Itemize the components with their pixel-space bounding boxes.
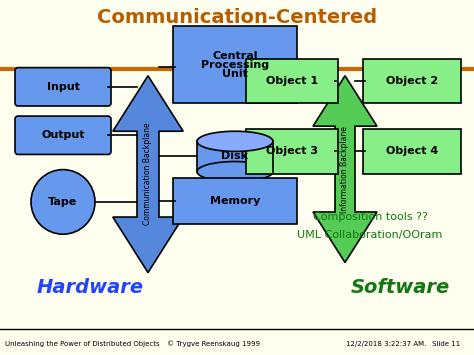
- Text: Composition tools ??: Composition tools ??: [312, 212, 428, 222]
- Text: Slide 11: Slide 11: [431, 341, 460, 347]
- Text: paradigm: paradigm: [185, 32, 289, 51]
- Text: Information Backplane: Information Backplane: [340, 126, 349, 213]
- Text: Central: Central: [212, 50, 258, 60]
- FancyBboxPatch shape: [363, 129, 461, 174]
- Text: Output: Output: [41, 130, 85, 140]
- FancyBboxPatch shape: [15, 68, 111, 106]
- FancyBboxPatch shape: [363, 59, 461, 103]
- Text: Object 4: Object 4: [386, 146, 438, 157]
- FancyBboxPatch shape: [197, 141, 273, 171]
- Text: Disk: Disk: [221, 152, 248, 162]
- Polygon shape: [113, 76, 183, 273]
- Text: Tape: Tape: [48, 197, 78, 207]
- Circle shape: [31, 170, 95, 234]
- Text: Object 2: Object 2: [386, 76, 438, 86]
- FancyBboxPatch shape: [173, 178, 297, 224]
- Text: Software: Software: [350, 278, 450, 297]
- Text: Input: Input: [46, 82, 80, 92]
- FancyBboxPatch shape: [15, 116, 111, 154]
- Text: Communication-Centered: Communication-Centered: [97, 8, 377, 27]
- Text: Unleashing the Power of Distributed Objects: Unleashing the Power of Distributed Obje…: [5, 341, 159, 347]
- Text: © Trygve Reenskaug 1999: © Trygve Reenskaug 1999: [167, 340, 260, 347]
- FancyBboxPatch shape: [246, 59, 338, 103]
- Text: Object 3: Object 3: [266, 146, 318, 157]
- Text: UML Collaboration/OOram: UML Collaboration/OOram: [297, 230, 443, 240]
- Ellipse shape: [197, 162, 273, 182]
- Text: Communication Backplane: Communication Backplane: [144, 123, 153, 225]
- Text: Memory: Memory: [210, 196, 260, 206]
- FancyBboxPatch shape: [246, 129, 338, 174]
- Text: Processing: Processing: [201, 60, 269, 70]
- FancyBboxPatch shape: [173, 26, 297, 103]
- Text: Hardware: Hardware: [36, 278, 144, 297]
- Text: Object 1: Object 1: [266, 76, 318, 86]
- Text: 12/2/2018 3:22:37 AM.: 12/2/2018 3:22:37 AM.: [346, 341, 427, 347]
- Polygon shape: [313, 76, 377, 262]
- Text: Unit: Unit: [222, 69, 248, 79]
- Ellipse shape: [197, 131, 273, 152]
